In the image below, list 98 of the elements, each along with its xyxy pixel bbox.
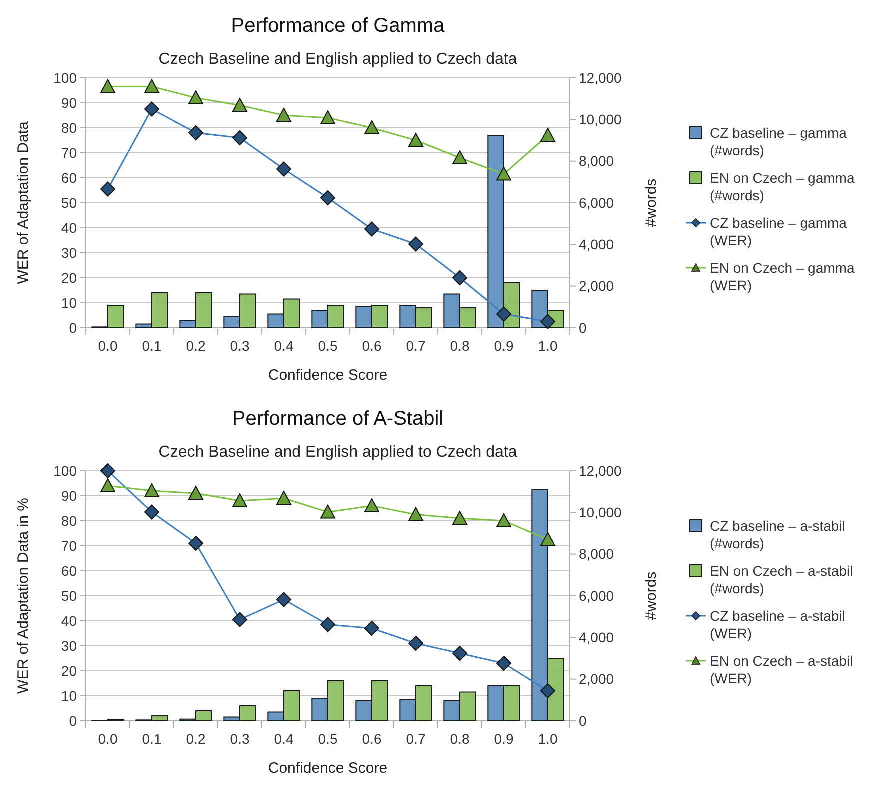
y2-tick-label: 0	[579, 320, 587, 336]
point	[276, 108, 292, 122]
legend-label: CZ baseline – a-stabil (WER)	[710, 608, 846, 642]
y-tick-label: 60	[61, 170, 78, 186]
y2-tick-label: 10,000	[579, 112, 622, 128]
x-tick-label: 0.4	[274, 338, 294, 354]
legend-label: EN on Czech – gamma (WER)	[710, 260, 855, 294]
x-tick-label: 0.8	[450, 338, 470, 354]
x-axis-title: Confidence Score	[268, 760, 388, 777]
y-tick-label: 0	[69, 712, 78, 729]
point	[320, 504, 336, 519]
y-tick-label: 30	[61, 638, 78, 654]
x-tick-label: 0.2	[186, 731, 206, 747]
point	[540, 532, 556, 546]
y2-tick-label: 8,000	[579, 546, 614, 562]
point	[452, 150, 468, 164]
point	[540, 128, 556, 142]
y2-tick-label: 2,000	[579, 671, 614, 688]
y-tick-label: 50	[61, 588, 78, 604]
chart-subtitle: Czech Baseline and English applied to Czech data	[158, 51, 518, 68]
y-tick-label: 10	[61, 294, 78, 311]
point	[232, 494, 248, 508]
x-tick-label: 0.7	[406, 731, 426, 747]
chart-title: Performance of Gamma	[231, 15, 446, 37]
y-tick-label: 70	[61, 538, 78, 554]
point	[496, 166, 512, 181]
x-tick-label: 0.1	[142, 731, 162, 747]
y2-tick-label: 6,000	[579, 194, 614, 211]
x-tick-label: 0.9	[494, 731, 514, 747]
y-tick-label: 100	[54, 70, 78, 86]
chart-title: Performance of A-Stabil	[232, 408, 444, 430]
y-tick-label: 60	[61, 562, 78, 579]
y2-tick-label: 12,000	[579, 462, 622, 479]
x-tick-label: 0.6	[362, 338, 382, 354]
point	[320, 110, 336, 124]
x-tick-label: 0.9	[494, 338, 514, 354]
y-tick-label: 70	[61, 144, 78, 161]
point	[100, 478, 116, 492]
legend-label: EN on Czech – a-stabil (WER)	[710, 652, 854, 686]
y-tick-label: 0	[69, 320, 78, 336]
x-tick-label: 0.2	[186, 338, 206, 354]
legend-label: EN on Czech – a-stabil (#words)	[710, 562, 854, 596]
point	[100, 79, 116, 94]
point	[496, 514, 512, 528]
y-axis-title: WER of Adaptation Data in %	[15, 498, 32, 694]
y2-axis-title: #words	[643, 178, 660, 228]
legend-label: EN on Czech – gamma (#words)	[710, 170, 855, 204]
x-tick-label: 0.5	[318, 731, 338, 747]
y-tick-label: 10	[61, 688, 78, 704]
point	[188, 486, 204, 500]
x-tick-label: 0.0	[98, 731, 118, 747]
point	[144, 79, 160, 94]
legend-label: CZ baseline – gamma (#words)	[710, 124, 848, 158]
point	[232, 98, 248, 112]
y-tick-label: 50	[61, 194, 78, 211]
y2-axis-title: #words	[643, 572, 660, 620]
y2-tick-label: 2,000	[579, 278, 614, 294]
x-tick-label: 0.7	[406, 338, 426, 354]
point	[144, 484, 160, 498]
point	[408, 133, 424, 147]
chart-subtitle: Czech Baseline and English applied to Czech data	[158, 444, 518, 461]
y-tick-label: 90	[61, 94, 78, 111]
y2-tick-label: 4,000	[579, 630, 614, 646]
point	[188, 90, 204, 104]
y2-tick-label: 0	[579, 712, 587, 729]
y-tick-label: 80	[61, 120, 78, 136]
y-tick-label: 80	[61, 512, 78, 529]
point	[276, 491, 292, 505]
point	[408, 507, 424, 522]
y-tick-label: 20	[61, 662, 78, 679]
point	[452, 511, 468, 525]
x-tick-label: 0.0	[98, 338, 118, 354]
x-tick-label: 1.0	[538, 731, 558, 747]
x-tick-label: 0.3	[230, 338, 250, 354]
y-tick-label: 90	[61, 488, 78, 504]
x-tick-label: 0.3	[230, 731, 250, 747]
y-tick-label: 40	[61, 220, 78, 236]
y2-tick-label: 4,000	[579, 236, 614, 253]
y2-tick-label: 12,000	[579, 70, 622, 86]
y2-tick-label: 6,000	[579, 588, 614, 604]
x-tick-label: 1.0	[538, 338, 558, 354]
point	[364, 120, 380, 134]
y2-tick-label: 10,000	[579, 504, 622, 521]
x-tick-label: 0.5	[318, 338, 338, 354]
x-tick-label: 0.6	[362, 731, 382, 747]
legend-label: CZ baseline – gamma (WER)	[710, 214, 848, 248]
x-tick-label: 0.4	[274, 731, 294, 747]
legend-label: CZ baseline – a-stabil (#words)	[710, 518, 846, 552]
x-tick-label: 0.1	[142, 338, 162, 354]
x-tick-label: 0.8	[450, 731, 470, 747]
y-tick-label: 40	[61, 612, 78, 629]
y-tick-label: 30	[61, 244, 78, 261]
y-tick-label: 100	[54, 462, 78, 479]
point	[364, 498, 380, 512]
x-axis-title: Confidence Score	[268, 367, 388, 384]
y-axis-title: WER of Adaptation Data	[15, 121, 32, 284]
y-tick-label: 20	[61, 270, 78, 286]
y2-tick-label: 8,000	[579, 153, 614, 170]
